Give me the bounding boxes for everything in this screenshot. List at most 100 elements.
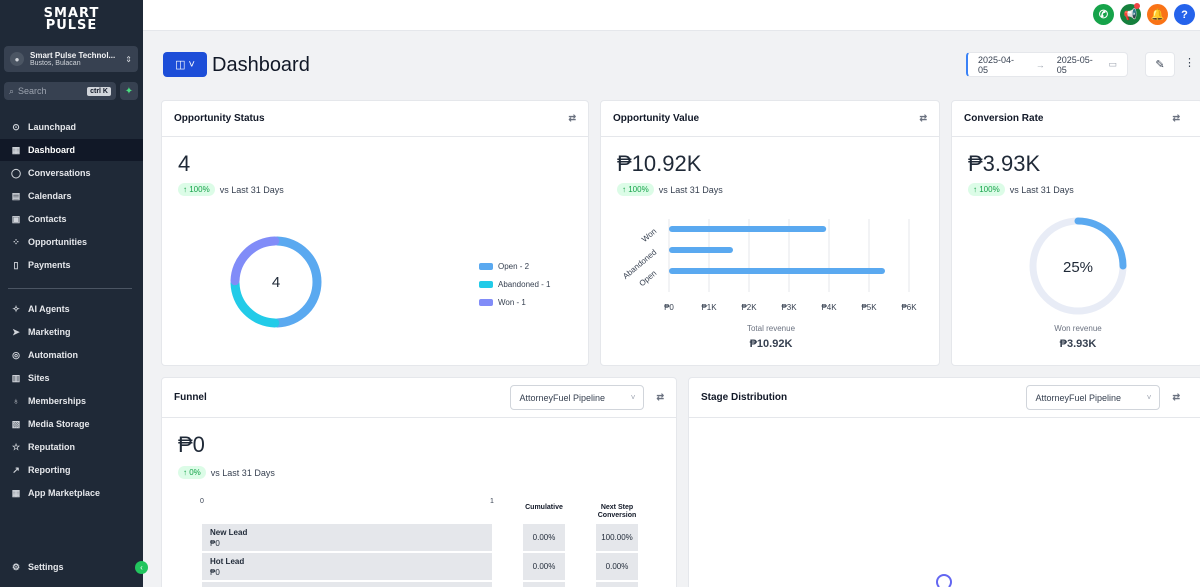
- delta-badge: ↑ 100%: [968, 183, 1005, 196]
- date-range-picker[interactable]: 2025-04-05 → 2025-05-05 ▭: [966, 52, 1128, 77]
- opportunity-count: 4: [178, 151, 191, 176]
- account-switcher[interactable]: ● Smart Pulse Technol... Bustos, Bulacan…: [4, 46, 138, 72]
- date-from: 2025-04-05: [978, 54, 1015, 75]
- sidebar-item-opportunities[interactable]: ⁘ Opportunities: [0, 231, 143, 253]
- edit-dashboard-button[interactable]: ✎: [1145, 52, 1175, 77]
- search-shortcut: ctrl K: [87, 86, 111, 96]
- col-cumulative: Cumulative: [525, 504, 563, 511]
- pencil-icon: ✎: [1155, 59, 1165, 71]
- legend-item: Won - 1: [479, 293, 551, 311]
- funnel-value: ₱0: [178, 432, 205, 457]
- funnel-axis-min: 0: [200, 498, 204, 505]
- settings-sliders-icon[interactable]: ⇄: [568, 113, 576, 123]
- sidebar-item-payments[interactable]: ▯ Payments: [0, 254, 143, 276]
- funnel-row-partial: [202, 582, 492, 587]
- announcements-button[interactable]: 📢: [1120, 4, 1141, 25]
- sidebar-item-media-storage[interactable]: ▧ Media Storage: [11, 418, 90, 430]
- col-next-step: Next Step Conversion: [597, 504, 637, 519]
- donut-slice-won[interactable]: [230, 236, 280, 286]
- rocket-icon: ⊙: [12, 121, 20, 132]
- sidebar-item-reporting[interactable]: ↗ Reporting: [0, 459, 143, 481]
- settings-sliders-icon[interactable]: ⇄: [656, 392, 664, 402]
- sidebar-item-dashboard[interactable]: ▦ Dashboard: [0, 139, 143, 161]
- loading-spinner-icon: [936, 574, 952, 587]
- settings-sliders-icon[interactable]: ⇄: [919, 113, 927, 123]
- donut-center-label: 4: [272, 274, 280, 291]
- next-step-cell: 0.00%: [596, 553, 638, 580]
- sidebar-item-reputation[interactable]: ☆ Reputation: [11, 441, 75, 453]
- search-icon: ⌕: [9, 85, 15, 96]
- ai-sparkle-button[interactable]: ✦: [120, 82, 138, 100]
- x-tick-label: ₱6K: [901, 303, 917, 312]
- account-location: Bustos, Bulacan: [30, 60, 81, 67]
- card-title: Opportunity Status: [174, 113, 265, 124]
- y-category-label: Open: [638, 269, 659, 288]
- app-logo[interactable]: SMART PULSE: [43, 6, 100, 33]
- date-to: 2025-05-05: [1056, 54, 1093, 75]
- image-icon: ▧: [11, 418, 21, 429]
- bell-icon: 🔔: [1150, 9, 1165, 21]
- calendar-icon: ▤: [11, 190, 21, 201]
- conversion-rate-card: Conversion Rate ⇄ ₱3.93K ↑ 100% vs Last 31…: [951, 100, 1200, 366]
- opportunity-value-card: Opportunity Value ⇄ ₱10.92K ↑ 100% vs Last…: [600, 100, 940, 366]
- sidebar-item-ai-agents[interactable]: ✧ AI Agents: [0, 298, 143, 320]
- settings-sliders-icon[interactable]: ⇄: [1172, 113, 1180, 123]
- sidebar-collapse-button[interactable]: ‹: [135, 561, 148, 574]
- megaphone-icon: 📢: [1123, 9, 1138, 21]
- cumulative-cell: 0.00%: [523, 553, 565, 580]
- total-revenue: ₱10.92K: [749, 338, 793, 350]
- funnel-row: New Lead ₱0: [202, 524, 492, 551]
- sidebar-item-automation[interactable]: ◎ Automation: [0, 344, 143, 366]
- won-revenue: ₱3.93K: [1059, 338, 1097, 350]
- more-options-button[interactable]: ⋮: [1184, 56, 1195, 69]
- notifications-button[interactable]: 🔔: [1147, 4, 1168, 25]
- legend-swatch: [479, 262, 493, 270]
- sidebar-item-app-marketplace[interactable]: ▦ App Marketplace: [11, 487, 101, 499]
- x-tick-label: ₱2K: [741, 303, 757, 312]
- delta-indicator: ↑ 100% vs Last 31 Days: [968, 183, 1074, 196]
- legend-swatch: [479, 298, 493, 306]
- account-name: Smart Pulse Technol...: [30, 51, 116, 60]
- bar-open[interactable]: [669, 268, 885, 274]
- legend-item: Open - 2: [479, 257, 551, 275]
- x-tick-label: ₱0: [664, 303, 674, 312]
- pipeline-select[interactable]: AttorneyFuel Pipeline ˅: [510, 385, 645, 410]
- sidebar-item-contacts[interactable]: ▣ Contacts: [11, 213, 67, 225]
- sidebar: SMART PULSE ● Smart Pulse Technol... Bus…: [0, 0, 148, 587]
- card-title: Stage Distribution: [701, 392, 788, 403]
- layout-toggle-button[interactable]: ◫ ˅: [163, 52, 207, 77]
- pipeline-select[interactable]: AttorneyFuel Pipeline ˅: [1026, 385, 1161, 410]
- chart-xlabel: Total revenue: [746, 324, 796, 333]
- sidebar-item-conversations[interactable]: ◯ Conversations: [10, 167, 91, 179]
- stage-distribution-card: Stage Distribution AttorneyFuel Pipeline…: [688, 377, 1200, 587]
- sidebar-item-memberships[interactable]: ♁ Memberships: [0, 390, 143, 412]
- sidebar-item-calendars[interactable]: ▤ Calendars: [11, 190, 72, 202]
- phone-button[interactable]: ✆: [1093, 4, 1114, 25]
- sidebar-item-settings[interactable]: ⚙ Settings: [11, 561, 64, 573]
- cumulative-cell: [523, 582, 565, 587]
- card-title: Opportunity Value: [613, 113, 700, 124]
- sidebar-item-launchpad[interactable]: ⊙ Launchpad: [0, 116, 143, 138]
- settings-sliders-icon[interactable]: ⇄: [1172, 392, 1180, 402]
- sidebar-item-marketing[interactable]: ➤ Marketing: [0, 321, 143, 343]
- x-tick-label: ₱5K: [861, 303, 877, 312]
- help-button[interactable]: ?: [1174, 4, 1195, 25]
- account-avatar-icon: ●: [10, 52, 24, 66]
- automation-icon: ◎: [12, 349, 20, 360]
- phone-icon: ✆: [1098, 9, 1109, 21]
- bar-won[interactable]: [669, 226, 827, 232]
- chevron-updown-icon: ⇕: [125, 54, 132, 64]
- sidebar-divider: [8, 288, 132, 289]
- gear-icon: ⚙: [11, 561, 21, 572]
- funnel-axis-max: 1: [490, 498, 494, 505]
- donut-slice-open[interactable]: [272, 236, 322, 328]
- sidebar-item-sites[interactable]: ▥ Sites: [11, 372, 50, 384]
- cumulative-cell: 0.00%: [523, 524, 565, 551]
- donut-slice-abandoned[interactable]: [230, 278, 280, 328]
- funnel-card: Funnel AttorneyFuel Pipeline ˅ ⇄ ₱0 ↑ 0% v…: [161, 377, 677, 587]
- bar-abandoned[interactable]: [669, 247, 733, 253]
- network-icon: ⁘: [12, 236, 20, 247]
- chat-icon: ◯: [10, 167, 22, 178]
- top-bar: ✆ 📢 🔔 ?: [143, 0, 1200, 31]
- search-input[interactable]: ⌕ Search ctrl K: [4, 82, 116, 100]
